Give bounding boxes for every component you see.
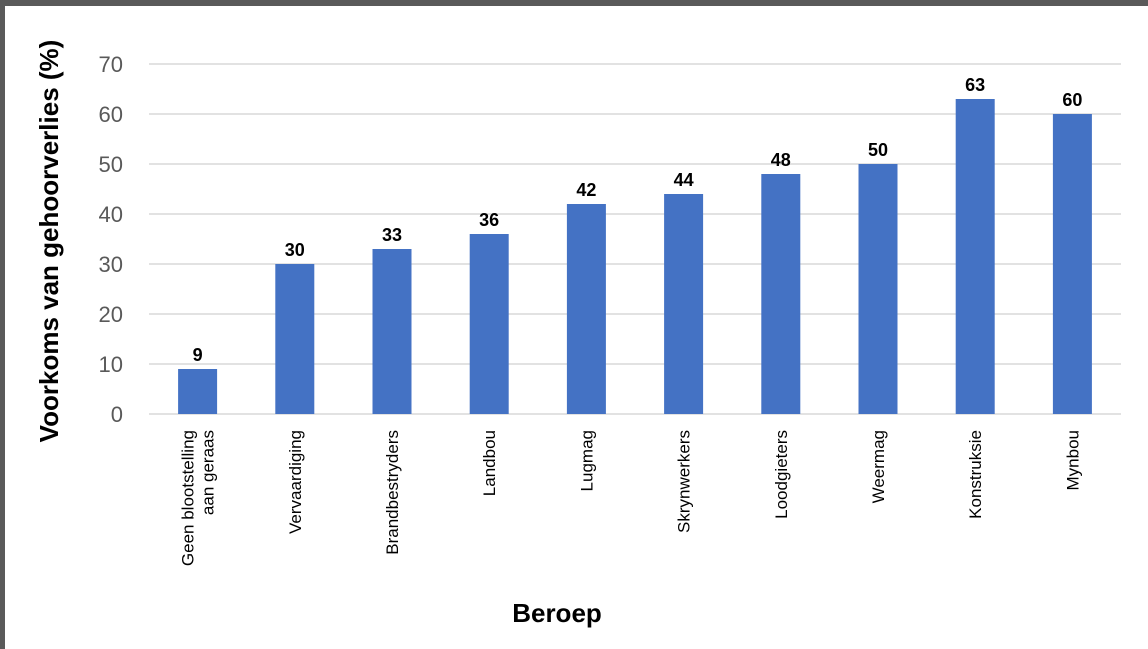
y-tick-label: 30 (99, 252, 123, 277)
data-label: 63 (965, 75, 985, 95)
x-category-label: Konstruksie (966, 430, 985, 519)
bar (1052, 114, 1092, 414)
y-tick-label: 50 (99, 152, 123, 177)
y-tick-label: 70 (99, 52, 123, 77)
x-category-label: Landbou (480, 430, 499, 496)
data-label: 48 (771, 150, 791, 170)
bar (178, 369, 218, 414)
y-tick-label: 40 (99, 202, 123, 227)
data-label: 30 (285, 240, 305, 260)
x-category-label: aan geraas (199, 430, 218, 515)
y-axis-title: Voorkoms van gehoorverlies (%) (34, 40, 64, 443)
x-category-label: Lugmag (577, 430, 596, 491)
x-category-label: Weermag (869, 430, 888, 503)
x-axis-categories: Geen blootstelling aan geraas Vervaardigin… (179, 430, 1083, 566)
x-category-label: Loodgieters (772, 430, 791, 519)
data-label: 42 (576, 180, 596, 200)
x-category-label: Geen blootstelling (179, 430, 198, 566)
y-tick-label: 10 (99, 352, 123, 377)
x-category-label: Vervaardiging (286, 430, 305, 534)
x-axis-title: Beroep (512, 598, 602, 628)
bars (178, 99, 1092, 414)
data-label: 9 (193, 345, 203, 365)
bar (761, 174, 801, 414)
y-tick-label: 60 (99, 102, 123, 127)
bar (955, 99, 995, 414)
y-tick-label: 20 (99, 302, 123, 327)
x-category-label: Brandbestryders (383, 430, 402, 555)
bar (566, 204, 606, 414)
data-label: 44 (674, 170, 694, 190)
x-category-label: Skrynwerkers (675, 430, 694, 533)
bar (858, 164, 898, 414)
data-label: 33 (382, 225, 402, 245)
y-tick-label: 0 (111, 402, 123, 427)
bar (372, 249, 412, 414)
x-category-label: Mynbou (1063, 430, 1082, 490)
y-axis-ticks: 0 10 20 30 40 50 60 70 (99, 52, 123, 427)
data-label: 60 (1062, 90, 1082, 110)
data-label: 36 (479, 210, 499, 230)
bar (275, 264, 315, 414)
bar (469, 234, 509, 414)
bar (664, 194, 704, 414)
data-labels: 9 30 33 36 42 44 48 50 63 60 (193, 75, 1083, 365)
data-label: 50 (868, 140, 888, 160)
